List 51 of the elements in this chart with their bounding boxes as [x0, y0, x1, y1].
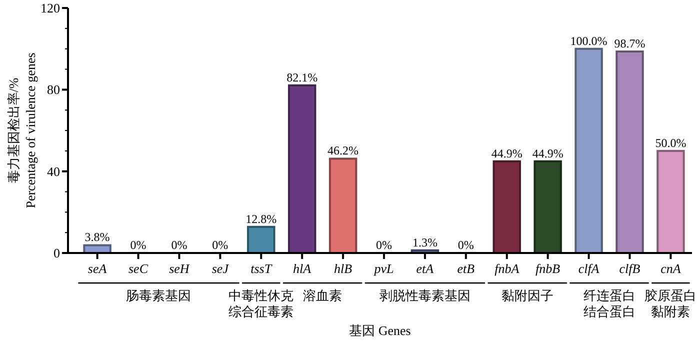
x-tick-label: cnA — [660, 261, 681, 276]
data-label: 1.3% — [412, 235, 438, 250]
bar — [247, 226, 276, 254]
bar — [492, 160, 521, 254]
x-tick-label: fnbB — [536, 261, 560, 276]
text: 黏附因子 — [501, 288, 554, 303]
text: 纤连蛋白结合蛋白 — [583, 288, 636, 319]
x-tick-label: hlA — [293, 261, 312, 276]
bar — [574, 48, 603, 254]
y-tick-label: 40 — [47, 164, 60, 179]
x-tick-label: seA — [88, 261, 107, 276]
x-tick-label: seJ — [212, 261, 230, 276]
x-tick-label: fnbA — [494, 261, 520, 276]
data-label: 100.0% — [570, 34, 608, 48]
data-label: 12.8% — [246, 212, 277, 226]
text: 溶血素 — [303, 288, 342, 303]
data-label: 44.9% — [491, 146, 522, 160]
data-label: 82.1% — [286, 70, 318, 84]
x-tick-label: etB — [457, 261, 475, 276]
text: 中毒性休克综合征毒素 — [228, 288, 294, 319]
x-tick-label: hlB — [334, 261, 352, 276]
x-tick-label: clfB — [619, 261, 640, 276]
data-label: 0% — [458, 238, 474, 252]
data-label: 98.7% — [614, 36, 646, 50]
x-tick-label: seC — [128, 261, 148, 276]
text: 胶原蛋白黏附素 — [644, 288, 697, 319]
data-label: 0% — [376, 238, 392, 252]
bar — [288, 84, 316, 254]
bar — [656, 150, 685, 254]
y-tick-label: 0 — [54, 246, 60, 261]
data-label: 0% — [212, 238, 228, 252]
text: 肠毒素基因 — [126, 288, 192, 303]
text: 剥脱性毒素基因 — [379, 288, 470, 303]
x-tick-label: tssT — [250, 261, 272, 276]
y-axis-title: 毒力基因检出率/% Percentage of virulence genes — [6, 52, 38, 208]
data-label: 46.2% — [328, 144, 359, 158]
data-label: 3.8% — [84, 230, 110, 244]
data-label: 44.9% — [532, 146, 564, 160]
y-tick-label: 120 — [40, 0, 60, 16]
data-label: 0% — [171, 238, 188, 252]
data-label: 50.0% — [655, 136, 686, 150]
data-label: 0% — [130, 238, 146, 252]
y-tick-label: 80 — [47, 82, 60, 98]
bar — [534, 160, 562, 254]
bar — [616, 50, 644, 254]
x-tick-label: clfA — [578, 261, 600, 276]
x-axis-title: 基因 Genes — [349, 323, 411, 338]
bar — [328, 158, 358, 254]
x-tick-label: etA — [416, 261, 434, 276]
x-tick-label: pvL — [373, 261, 394, 276]
x-tick-label: seH — [169, 261, 190, 276]
